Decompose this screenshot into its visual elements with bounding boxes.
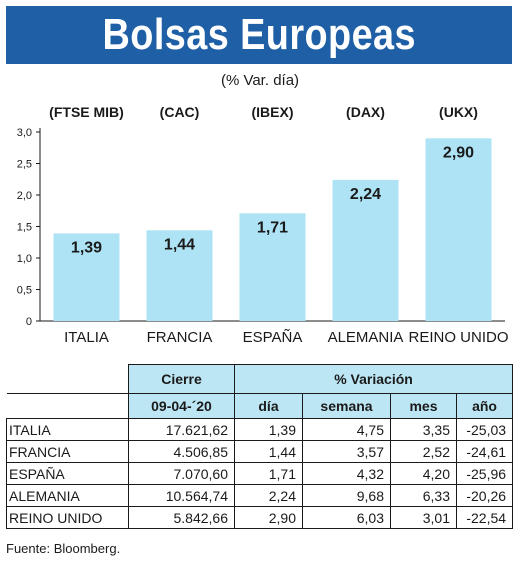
table-subheader-row: 09-04-´20 día semana mes año <box>6 393 514 419</box>
row-anio: -25,96 <box>455 462 514 485</box>
row-mes: 6,33 <box>390 484 457 507</box>
row-dia: 1,39 <box>234 418 303 441</box>
x-category-label: REINO UNIDO <box>408 329 508 346</box>
row-semana: 6,03 <box>302 506 391 529</box>
table-row: ALEMANIA 10.564,74 2,24 9,68 6,33 -20,26 <box>6 484 514 507</box>
x-category-label: FRANCIA <box>147 329 213 346</box>
row-dia: 1,44 <box>234 440 303 463</box>
bar-value-label: 1,71 <box>257 219 288 236</box>
bar <box>146 230 213 321</box>
header-mes: mes <box>390 393 457 419</box>
row-mes: 4,20 <box>390 462 457 485</box>
empty-corner-cell <box>6 364 129 394</box>
y-tick-label: 2,0 <box>17 190 32 202</box>
table-row: ESPAÑA 7.070,60 1,71 4,32 4,20 -25,96 <box>6 462 514 485</box>
row-mes: 2,52 <box>390 440 457 463</box>
chart-subtitle: (% Var. día) <box>220 72 300 89</box>
row-cierre: 5.842,66 <box>128 506 235 529</box>
row-mes: 3,01 <box>390 506 457 529</box>
bar <box>332 179 399 321</box>
bar-value-label: 1,44 <box>164 236 195 253</box>
header-semana: semana <box>302 393 391 419</box>
row-cierre: 7.070,60 <box>128 462 235 485</box>
bar-chart: 0 0,5 1,0 1,5 2,0 2,5 3,0 1,39 (FTSE MIB) ITALIA 1… <box>17 104 509 346</box>
row-dia: 1,71 <box>234 462 303 485</box>
row-anio: -24,61 <box>455 440 514 463</box>
row-semana: 4,32 <box>302 462 391 485</box>
index-name-label: (FTSE MIB) <box>49 104 124 120</box>
header-anio: año <box>455 393 514 419</box>
row-name: ITALIA <box>6 418 129 441</box>
row-anio: -25,03 <box>455 418 514 441</box>
row-dia: 2,90 <box>234 506 303 529</box>
bar-value-label: 2,24 <box>350 186 381 203</box>
row-semana: 3,57 <box>302 440 391 463</box>
row-anio: -20,26 <box>455 484 514 507</box>
row-cierre: 17.621,62 <box>128 418 235 441</box>
index-name-label: (IBEX) <box>252 104 294 120</box>
source-note: Fuente: Bloomberg. <box>6 541 121 556</box>
table-row: FRANCIA 4.506,85 1,44 3,57 2,52 -24,61 <box>6 440 514 463</box>
bar-value-label: 2,90 <box>443 144 474 161</box>
row-name: ALEMANIA <box>6 484 129 507</box>
table-row: ITALIA 17.621,62 1,39 4,75 3,35 -25,03 <box>6 418 514 441</box>
empty-corner-cell-2 <box>6 393 129 419</box>
bar-value-label: 1,39 <box>71 239 102 256</box>
y-tick-label: 2,5 <box>17 159 32 171</box>
y-tick-label: 3,0 <box>17 127 32 139</box>
x-category-label: ESPAÑA <box>243 329 303 346</box>
stocks-table: Cierre % Variación 09-04-´20 día semana … <box>6 364 514 529</box>
bar <box>239 213 306 321</box>
y-tick-label: 1,0 <box>17 253 32 265</box>
row-semana: 4,75 <box>302 418 391 441</box>
row-cierre: 4.506,85 <box>128 440 235 463</box>
table-row: REINO UNIDO 5.842,66 2,90 6,03 3,01 -22,… <box>6 506 514 529</box>
header-variacion: % Variación <box>233 364 514 394</box>
bar <box>425 138 492 321</box>
index-name-label: (UKX) <box>439 104 478 120</box>
row-name: REINO UNIDO <box>6 506 129 529</box>
x-category-label: ALEMANIA <box>328 329 404 346</box>
header-date: 09-04-´20 <box>128 393 235 419</box>
row-name: ESPAÑA <box>6 462 129 485</box>
table-header-row: Cierre % Variación <box>6 364 514 394</box>
title-banner: Bolsas Europeas <box>6 6 512 64</box>
y-tick-label: 0 <box>26 316 32 328</box>
x-category-label: ITALIA <box>64 329 109 346</box>
bar <box>53 233 120 321</box>
row-anio: -22,54 <box>455 506 514 529</box>
row-semana: 9,68 <box>302 484 391 507</box>
header-cierre: Cierre <box>128 364 235 394</box>
y-tick-label: 0,5 <box>17 285 32 297</box>
row-mes: 3,35 <box>390 418 457 441</box>
row-cierre: 10.564,74 <box>128 484 235 507</box>
y-tick-label: 1,5 <box>17 222 32 234</box>
index-name-label: (CAC) <box>160 104 200 120</box>
row-name: FRANCIA <box>6 440 129 463</box>
index-name-label: (DAX) <box>346 104 385 120</box>
header-dia: día <box>234 393 303 419</box>
page-title: Bolsas Europeas <box>102 10 416 59</box>
row-dia: 2,24 <box>234 484 303 507</box>
